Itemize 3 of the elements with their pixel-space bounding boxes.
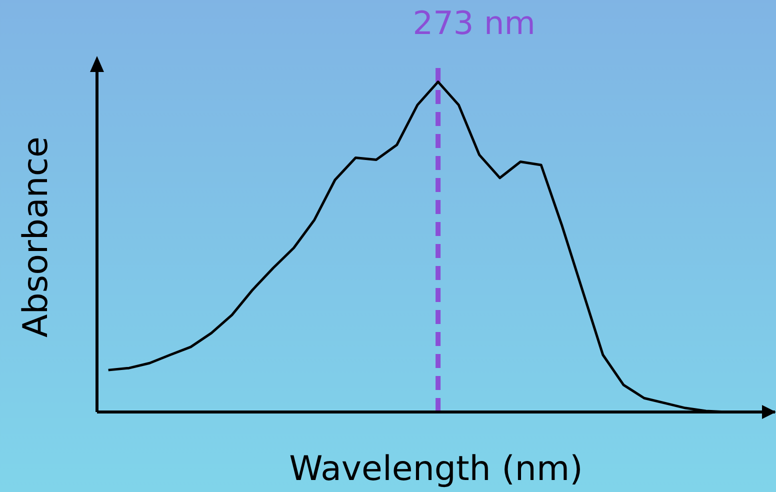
y-axis-title: Absorbance <box>16 136 56 338</box>
x-axis-title: Wavelength (nm) <box>289 449 583 489</box>
text: 273 nm <box>412 4 536 42</box>
